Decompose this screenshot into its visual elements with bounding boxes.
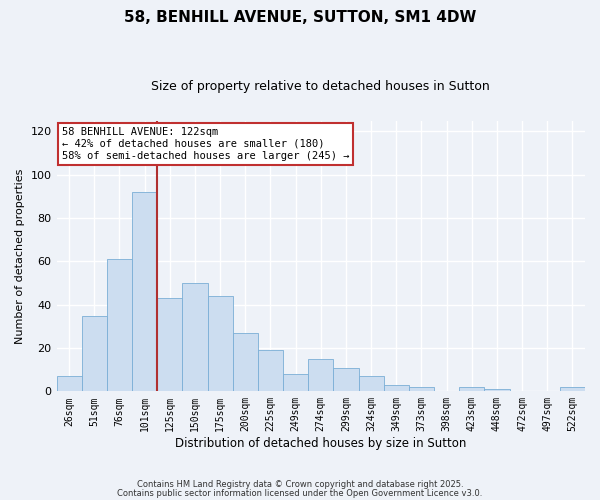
Bar (560, 387, 585, 392)
Bar (157, 298, 182, 392)
Bar (484, 389, 509, 392)
Bar (258, 350, 283, 392)
Title: Size of property relative to detached houses in Sutton: Size of property relative to detached ho… (151, 80, 490, 93)
Bar (132, 192, 157, 392)
Bar (208, 296, 233, 392)
X-axis label: Distribution of detached houses by size in Sutton: Distribution of detached houses by size … (175, 437, 466, 450)
Bar (107, 259, 132, 392)
Bar (383, 385, 409, 392)
Bar (233, 333, 258, 392)
Bar (82, 316, 107, 392)
Bar (182, 283, 208, 392)
Bar (56, 376, 82, 392)
Text: 58, BENHILL AVENUE, SUTTON, SM1 4DW: 58, BENHILL AVENUE, SUTTON, SM1 4DW (124, 10, 476, 25)
Text: Contains HM Land Registry data © Crown copyright and database right 2025.: Contains HM Land Registry data © Crown c… (137, 480, 463, 489)
Bar (359, 376, 383, 392)
Bar (308, 359, 334, 392)
Bar (409, 387, 434, 392)
Bar (283, 374, 308, 392)
Text: 58 BENHILL AVENUE: 122sqm
← 42% of detached houses are smaller (180)
58% of semi: 58 BENHILL AVENUE: 122sqm ← 42% of detac… (62, 128, 349, 160)
Bar (334, 368, 359, 392)
Bar (459, 387, 484, 392)
Y-axis label: Number of detached properties: Number of detached properties (15, 168, 25, 344)
Text: Contains public sector information licensed under the Open Government Licence v3: Contains public sector information licen… (118, 488, 482, 498)
